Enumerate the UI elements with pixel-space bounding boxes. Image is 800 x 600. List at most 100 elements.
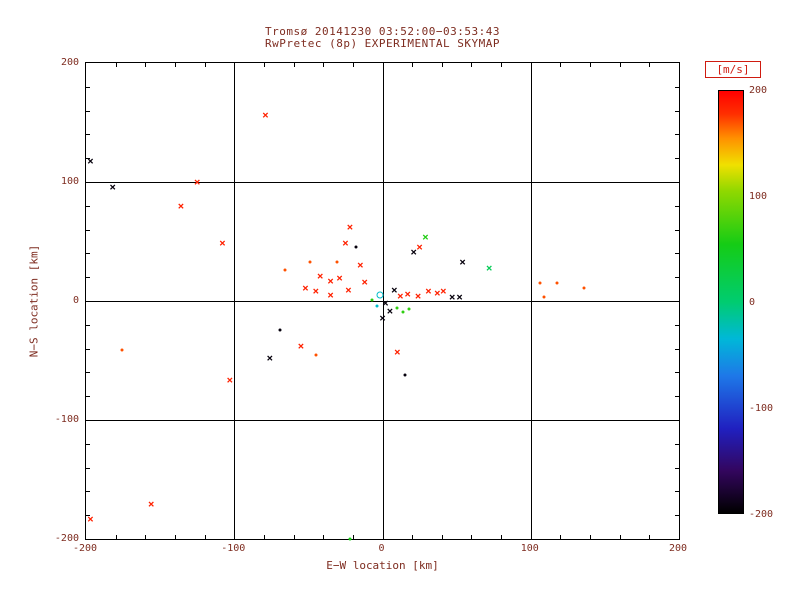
- minor-tick-x: [590, 63, 592, 67]
- data-point-marker: ×: [416, 240, 423, 254]
- y-tick-label: 100: [60, 176, 79, 187]
- minor-tick-y: [675, 348, 679, 350]
- minor-tick-x: [352, 535, 354, 539]
- minor-tick-x: [263, 63, 265, 67]
- colorbar-tick-label: -200: [749, 509, 774, 520]
- data-point-marker: ×: [87, 512, 94, 526]
- minor-tick-y: [86, 86, 90, 88]
- data-point-marker: [401, 310, 405, 314]
- minor-tick-x: [174, 63, 176, 67]
- minor-tick-x: [412, 535, 414, 539]
- data-point-marker: [375, 304, 379, 308]
- minor-tick-y: [675, 491, 679, 493]
- data-point-marker: ×: [109, 180, 116, 194]
- data-point-marker: ×: [459, 255, 466, 269]
- x-tick-label: -100: [221, 543, 246, 554]
- minor-tick-y: [86, 134, 90, 136]
- data-point-marker: ×: [262, 108, 269, 122]
- data-point-marker: ×: [219, 236, 226, 250]
- minor-tick-y: [675, 229, 679, 231]
- minor-tick-x: [234, 535, 236, 539]
- data-point-marker: ×: [193, 175, 201, 189]
- minor-tick-y: [86, 253, 90, 255]
- minor-tick-y: [675, 396, 679, 398]
- minor-tick-y: [675, 86, 679, 88]
- minor-tick-x: [441, 63, 443, 67]
- data-point-marker: ×: [302, 281, 309, 295]
- colorbar-unit-label: [m/s]: [705, 61, 761, 78]
- data-point-marker: ×: [297, 339, 305, 353]
- data-point-marker: ×: [485, 261, 493, 275]
- minor-tick-y: [86, 277, 90, 279]
- minor-tick-y: [86, 372, 90, 374]
- minor-tick-x: [560, 63, 562, 67]
- y-tick-label: -100: [54, 414, 79, 425]
- data-point-marker: ×: [396, 289, 404, 303]
- data-point-marker: ×: [226, 373, 234, 387]
- minor-tick-x: [471, 63, 473, 67]
- minor-tick-y: [86, 348, 90, 350]
- gridline-horizontal: [86, 420, 679, 421]
- data-point-marker: [283, 268, 287, 272]
- minor-tick-y: [675, 420, 679, 421]
- y-tick-label: -200: [54, 533, 79, 544]
- minor-tick-x: [530, 535, 532, 539]
- x-tick-label: 100: [520, 543, 539, 554]
- minor-tick-x: [382, 535, 384, 539]
- data-point-marker: [403, 373, 407, 377]
- data-point-marker: ×: [266, 351, 274, 365]
- minor-tick-y: [86, 324, 90, 326]
- x-tick-label: -200: [72, 543, 98, 554]
- data-point-marker: ×: [410, 245, 417, 259]
- minor-tick-x: [471, 535, 473, 539]
- minor-tick-x: [263, 535, 265, 539]
- minor-tick-x: [145, 63, 147, 67]
- minor-tick-x: [293, 63, 295, 67]
- colorbar-tick-label: 200: [749, 85, 768, 96]
- figure-subtitle: RwPretec (8p) EXPERIMENTAL SKYMAP: [264, 37, 501, 50]
- minor-tick-y: [675, 515, 679, 517]
- data-point-marker: ×: [404, 287, 411, 301]
- minor-tick-x: [501, 535, 503, 539]
- data-point-marker: [308, 260, 312, 264]
- minor-tick-x: [115, 63, 117, 67]
- data-point-marker: [120, 348, 124, 352]
- colorbar-tick-label: -100: [749, 403, 774, 414]
- minor-tick-y: [675, 134, 679, 136]
- minor-tick-y: [86, 301, 90, 302]
- minor-tick-x: [115, 535, 117, 539]
- data-point-marker: ×: [386, 304, 394, 318]
- minor-tick-x: [382, 63, 384, 67]
- minor-tick-x: [293, 535, 295, 539]
- minor-tick-y: [675, 467, 679, 469]
- minor-tick-y: [675, 205, 679, 207]
- data-point-marker: ×: [414, 289, 422, 303]
- data-point-marker: [555, 281, 559, 285]
- minor-tick-x: [619, 535, 621, 539]
- minor-tick-y: [86, 491, 90, 493]
- minor-tick-x: [501, 63, 503, 67]
- data-point-marker: ×: [147, 497, 155, 511]
- colorbar-tick-label: 0: [749, 297, 756, 308]
- data-point-marker: ×: [177, 199, 185, 213]
- data-point-marker: ×: [379, 311, 386, 325]
- data-point-marker: [278, 328, 282, 332]
- data-point-marker: ×: [312, 284, 320, 298]
- data-point-marker: ×: [382, 296, 389, 310]
- minor-tick-x: [204, 63, 206, 67]
- minor-tick-x: [174, 535, 176, 539]
- minor-tick-y: [675, 277, 679, 279]
- minor-tick-x: [352, 63, 354, 67]
- data-point-marker: ×: [422, 230, 429, 244]
- minor-tick-y: [675, 372, 679, 374]
- minor-tick-y: [86, 515, 90, 517]
- minor-tick-x: [323, 535, 325, 539]
- data-point-marker: [542, 295, 546, 299]
- data-point-marker: ×: [87, 154, 94, 168]
- data-point-marker: [407, 307, 411, 311]
- data-point-marker: ×: [345, 283, 352, 297]
- minor-tick-x: [441, 535, 443, 539]
- y-tick-label: 0: [72, 295, 79, 306]
- data-point-marker: ×: [391, 283, 398, 297]
- colorbar-tick-label: 100: [749, 191, 768, 202]
